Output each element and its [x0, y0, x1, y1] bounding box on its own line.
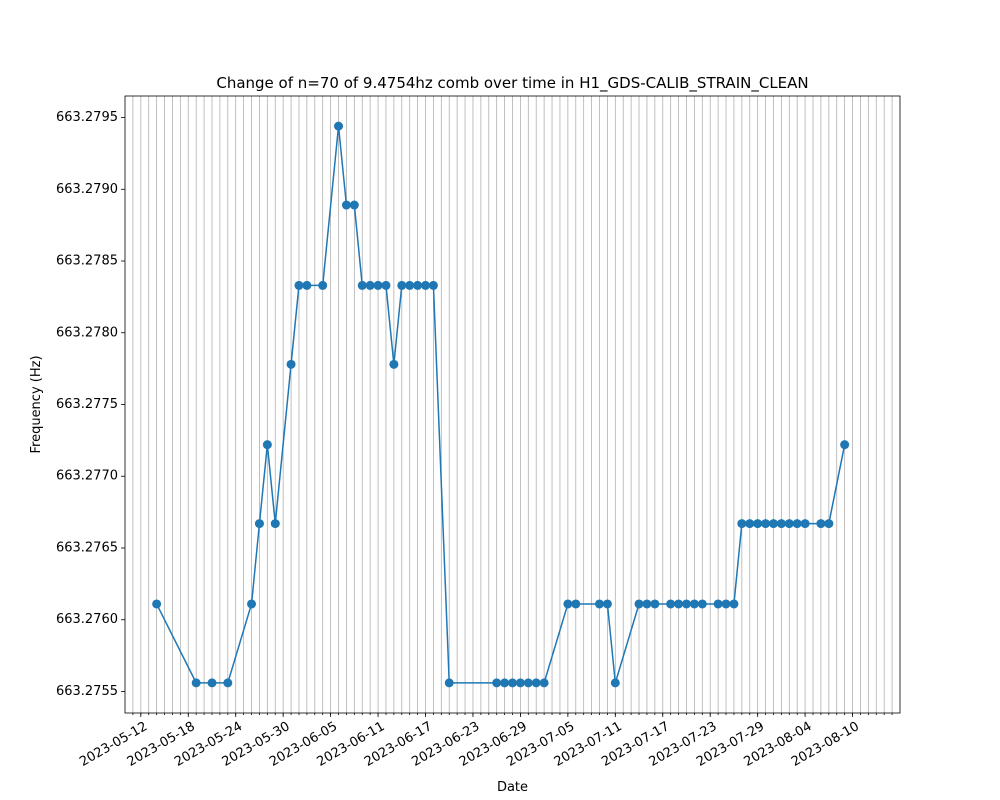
data-point [373, 280, 383, 290]
y-tick-label: 663.2790 [56, 182, 118, 197]
data-point [318, 280, 328, 290]
data-point [207, 678, 217, 688]
x-axis-label: Date [497, 780, 528, 795]
data-point [761, 519, 771, 529]
data-point [365, 280, 375, 290]
y-axis-label: Frequency (Hz) [29, 355, 44, 453]
data-point [421, 280, 431, 290]
data-point [689, 599, 699, 609]
y-tick-label: 663.2765 [56, 540, 118, 555]
data-point [500, 678, 510, 688]
y-tick-label: 663.2760 [56, 612, 118, 627]
grid-layer [132, 96, 893, 713]
data-point [428, 280, 438, 290]
data-point [792, 519, 802, 529]
data-point [776, 519, 786, 529]
data-point [302, 280, 312, 290]
data-point [413, 280, 423, 290]
data-point [341, 200, 351, 210]
data-point [713, 599, 723, 609]
data-point [515, 678, 525, 688]
data-point [334, 121, 344, 131]
data-point [492, 678, 502, 688]
data-point [405, 280, 415, 290]
y-tick-label: 663.2755 [56, 684, 118, 699]
data-point [223, 678, 233, 688]
y-tick-label: 663.2775 [56, 397, 118, 412]
data-point [397, 280, 407, 290]
data-point [634, 599, 644, 609]
data-point [571, 599, 581, 609]
data-point [294, 280, 304, 290]
data-point [697, 599, 707, 609]
data-point [508, 678, 517, 688]
data-point [381, 280, 391, 290]
data-point [262, 440, 272, 450]
data-point [389, 359, 399, 369]
data-point [594, 599, 604, 609]
data-point [666, 599, 676, 609]
data-point [191, 678, 201, 688]
data-point [444, 678, 454, 688]
y-tick-label: 663.2785 [56, 254, 118, 269]
data-point [800, 519, 810, 529]
data-point [768, 519, 778, 529]
data-point [674, 599, 684, 609]
data-point [531, 678, 541, 688]
y-tick-label: 663.2780 [56, 325, 118, 340]
data-point [602, 599, 612, 609]
data-point [539, 678, 549, 688]
data-point [523, 678, 533, 688]
data-point [563, 599, 573, 609]
data-point [721, 599, 731, 609]
data-point [681, 599, 691, 609]
data-point [247, 599, 257, 609]
data-point [650, 599, 660, 609]
data-point [784, 519, 794, 529]
data-point [729, 599, 739, 609]
data-point [610, 678, 620, 688]
data-point [745, 519, 755, 529]
data-point [753, 519, 763, 529]
data-point [737, 519, 747, 529]
data-point [270, 519, 280, 529]
data-point [357, 280, 367, 290]
chart-title: Change of n=70 of 9.4754hz comb over tim… [216, 74, 808, 93]
data-point [254, 519, 264, 529]
data-point [840, 440, 850, 450]
y-tick-label: 663.2770 [56, 469, 118, 484]
data-point [152, 599, 162, 609]
y-tick-label: 663.2795 [56, 110, 118, 125]
series-layer [152, 121, 850, 688]
data-point [642, 599, 652, 609]
data-point [816, 519, 826, 529]
data-point [824, 519, 834, 529]
data-point [286, 359, 296, 369]
data-point [349, 200, 359, 210]
